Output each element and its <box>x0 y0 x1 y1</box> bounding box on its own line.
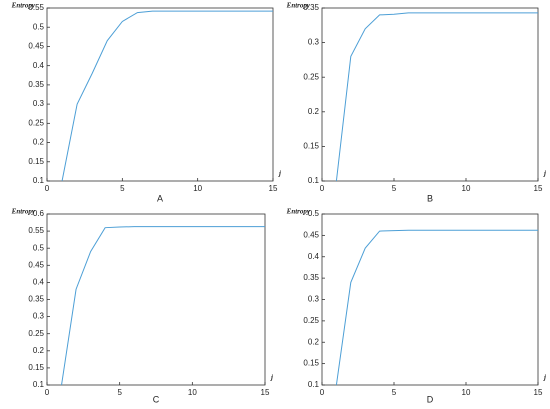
y-tick-label: 0.5 <box>33 22 45 31</box>
y-tick-label: 0.5 <box>33 243 45 252</box>
x-axis-label: j <box>543 374 546 382</box>
y-tick-label: 0.3 <box>308 295 320 304</box>
x-tick-label: 5 <box>120 184 125 193</box>
x-tick-label: 0 <box>320 388 325 397</box>
y-tick-label: 0.15 <box>303 142 319 151</box>
y-tick-label: 0.3 <box>308 38 320 47</box>
y-tick-label: 0.35 <box>303 3 319 12</box>
y-tick-label: 0.35 <box>28 80 44 89</box>
y-tick-label: 0.25 <box>303 316 319 325</box>
x-tick-label: 5 <box>392 184 397 193</box>
chart-caption: D <box>427 394 434 404</box>
x-tick-label: 15 <box>261 388 270 397</box>
y-axis-label: Entropy <box>286 2 311 10</box>
x-tick-label: 10 <box>462 388 471 397</box>
x-tick-label: 15 <box>534 388 543 397</box>
axes-box <box>46 7 274 182</box>
line <box>335 229 538 386</box>
y-tick-label: 0.45 <box>303 230 319 239</box>
x-tick-label: 0 <box>45 184 50 193</box>
y-tick-label: 0.2 <box>308 337 320 346</box>
y-tick-label: 0.4 <box>308 252 320 261</box>
y-tick-label: 0.15 <box>28 363 44 372</box>
axes-box <box>46 213 266 386</box>
y-tick-label: 0.55 <box>28 3 44 12</box>
y-tick-label: 0.35 <box>28 295 44 304</box>
y-tick-label: 0.2 <box>308 107 320 116</box>
y-tick-label: 0.1 <box>308 380 320 389</box>
x-tick-label: 10 <box>188 388 197 397</box>
line <box>61 226 265 386</box>
x-tick-label: 10 <box>462 184 471 193</box>
line <box>61 10 273 182</box>
y-tick-label: 0.3 <box>33 312 45 321</box>
y-tick-label: 0.25 <box>303 72 319 81</box>
y-tick-label: 0.1 <box>33 380 45 389</box>
y-tick-label: 0.6 <box>33 209 45 218</box>
y-axis-label: Entropy <box>286 208 311 216</box>
chart-caption: C <box>153 394 160 404</box>
y-tick-label: 0.45 <box>28 260 44 269</box>
y-tick-label: 0.3 <box>33 99 45 108</box>
y-tick-label: 0.4 <box>33 61 45 70</box>
y-tick-label: 0.2 <box>33 346 45 355</box>
x-tick-label: 0 <box>320 184 325 193</box>
y-tick-label: 0.4 <box>33 278 45 287</box>
x-tick-label: 15 <box>269 184 278 193</box>
x-axis-label: j <box>278 170 281 178</box>
y-tick-label: 0.15 <box>303 359 319 368</box>
x-tick-label: 0 <box>45 388 50 397</box>
y-tick-label: 0.35 <box>303 273 319 282</box>
x-tick-label: 10 <box>193 184 202 193</box>
y-tick-label: 0.25 <box>28 329 44 338</box>
axes-box <box>321 7 539 182</box>
x-tick-label: 5 <box>392 388 397 397</box>
x-axis-label: j <box>270 374 273 382</box>
y-tick-label: 0.1 <box>33 176 45 185</box>
y-tick-label: 0.45 <box>28 42 44 51</box>
y-tick-label: 0.55 <box>28 226 44 235</box>
y-tick-label: 0.25 <box>28 118 44 127</box>
y-tick-label: 0.2 <box>33 138 45 147</box>
line <box>335 12 538 182</box>
chart-caption: B <box>427 193 433 203</box>
y-tick-label: 0.15 <box>28 157 44 166</box>
x-axis-label: j <box>543 170 546 178</box>
x-tick-label: 5 <box>117 388 122 397</box>
chart-caption: A <box>157 193 163 203</box>
y-tick-label: 0.5 <box>308 209 320 218</box>
y-axis-label: Entropy <box>11 208 36 216</box>
axes-box <box>321 213 539 386</box>
x-tick-label: 15 <box>534 184 543 193</box>
y-tick-label: 0.1 <box>308 176 320 185</box>
y-axis-label: Entropy <box>11 2 36 10</box>
